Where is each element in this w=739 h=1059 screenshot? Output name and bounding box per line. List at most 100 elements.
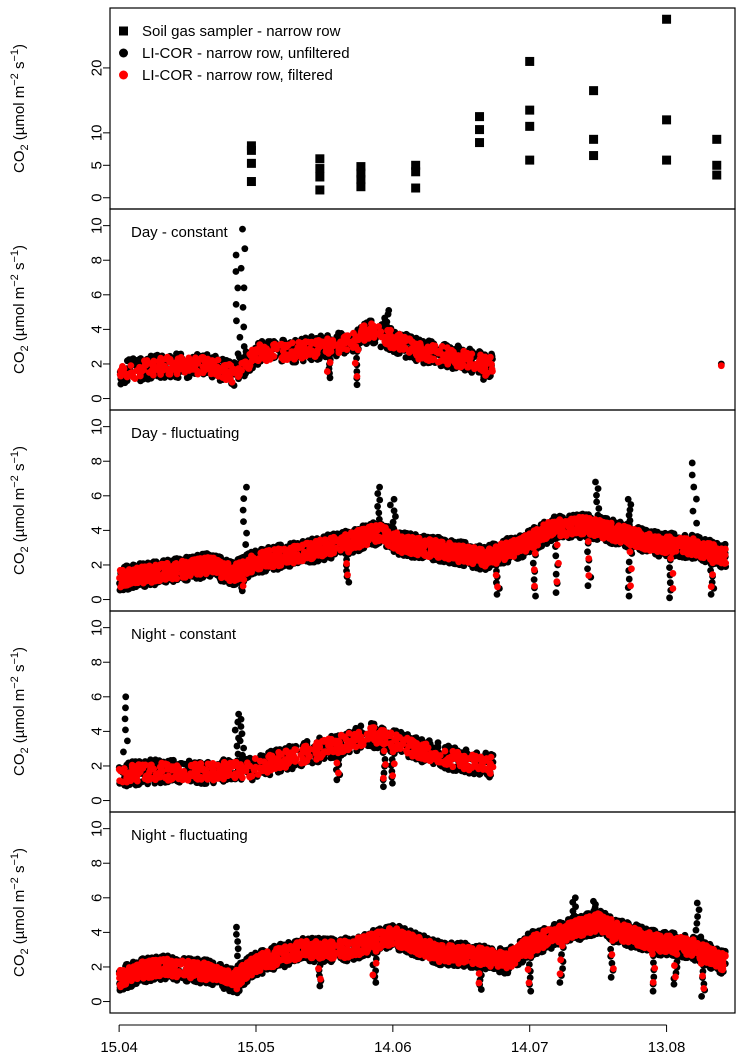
sampler-point [475,138,485,148]
unfiltered-point [374,490,382,497]
filtered-point [383,340,391,347]
sampler-point [662,115,672,125]
unfiltered-point [625,511,633,519]
filtered-point [437,357,445,365]
filtered-point [282,341,289,349]
y-tick-label: 2 [88,561,105,569]
filtered-point [354,346,362,354]
filtered-point [300,347,308,354]
filtered-point [429,356,437,364]
unfiltered-point [129,355,137,363]
sampler-point [411,160,421,170]
legend-marker-square [119,26,128,36]
filtered-point [257,348,265,356]
legend-marker-circle [119,48,128,58]
sampler-point [712,160,722,170]
filtered-point [400,334,408,341]
unfiltered-point [627,501,635,508]
y-tick-label: 8 [88,457,105,465]
filtered-point [481,353,489,361]
unfiltered-point [239,303,247,311]
unfiltered-point [688,471,696,479]
filtered-point [229,367,237,375]
unfiltered-point [402,354,410,361]
sampler-point [525,121,535,131]
unfiltered-point [234,350,242,358]
sampler-point [589,134,599,144]
filtered-point [169,366,177,373]
unfiltered-point [240,284,248,292]
unfiltered-point [625,558,633,566]
unfiltered-point [374,503,381,510]
sampler-point [475,112,485,122]
filtered-point [252,356,259,363]
filtered-point [409,339,417,347]
filtered-point [228,378,236,386]
filtered-point [314,346,321,354]
unfiltered-point [240,323,248,331]
filtered-point [383,333,390,341]
filtered-point [326,340,334,348]
y-axis-label: CO2 (µmol m−2 s−1) [9,446,31,575]
filtered-point [129,373,137,381]
filtered-point [308,340,315,348]
unfiltered-point [326,374,334,382]
y-tick-label: 0 [88,595,105,603]
filtered-point [268,352,275,360]
filtered-point [204,355,212,363]
filtered-point [467,351,475,358]
unfiltered-point [345,578,353,586]
filtered-point [438,342,446,350]
filtered-point [148,366,156,374]
panel-title: Day - fluctuating [131,425,239,442]
filtered-point [177,354,185,361]
unfiltered-point [529,559,537,567]
sampler-point [356,175,366,185]
filtered-point [214,356,222,364]
unfiltered-point [626,517,634,524]
unfiltered-point [353,381,361,389]
sampler-point [246,145,256,155]
sampler-point [246,141,256,151]
filtered-point [357,329,365,336]
unfiltered-point [117,380,125,388]
filtered-point [292,347,300,355]
filtered-point [461,350,469,358]
unfiltered-point [493,590,501,598]
filtered-point [412,350,420,358]
unfiltered-point [584,565,591,573]
unfiltered-point [593,498,601,506]
y-axis-label: CO2 (µmol m−2 s−1) [9,44,31,173]
unfiltered-point [530,576,538,584]
unfiltered-point [385,306,393,314]
unfiltered-point [666,594,673,602]
unfiltered-point [232,268,240,275]
filtered-point [183,358,191,366]
filtered-point [375,323,383,330]
filtered-point [279,354,287,362]
y-tick-label: 2 [88,360,105,368]
unfiltered-point [240,518,247,526]
sampler-point [315,172,325,182]
filtered-point [210,361,218,368]
y-tick-label: 10 [88,418,105,435]
filtered-point [299,339,306,347]
unfiltered-point [375,515,383,523]
filtered-point [198,354,206,362]
y-tick-label: 5 [88,161,105,169]
filtered-point [165,370,173,378]
unfiltered-point [376,496,384,504]
filtered-point [133,367,140,375]
unfiltered-point [242,541,250,548]
filtered-point [387,326,394,334]
y-tick-label: 6 [88,291,105,299]
legend-label: LI-COR - narrow row, filtered [142,67,333,84]
unfiltered-point [390,507,398,515]
unfiltered-point [455,344,463,351]
unfiltered-point [389,524,397,532]
unfiltered-point [239,225,246,233]
unfiltered-point [625,592,633,600]
unfiltered-point [308,333,315,341]
